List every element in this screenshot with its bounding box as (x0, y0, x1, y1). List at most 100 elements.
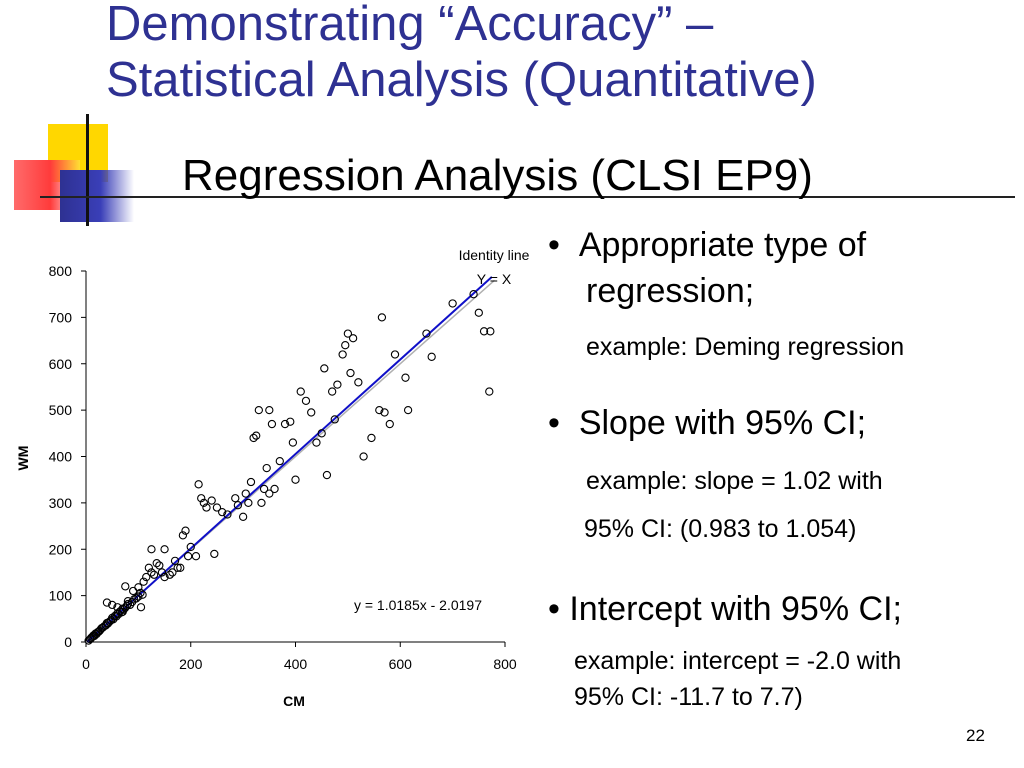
bullet-regression-type: • Appropriate type of regression; (548, 222, 866, 314)
data-point (307, 408, 316, 417)
data-point (427, 352, 436, 361)
y-tick-label: 400 (49, 449, 73, 465)
data-point (210, 549, 219, 559)
data-point (191, 552, 201, 561)
data-point (142, 572, 151, 582)
data-point (144, 563, 153, 572)
data-point (194, 480, 203, 489)
page-number: 22 (966, 726, 985, 745)
y-tick-label: 500 (49, 402, 73, 418)
y-tick-label: 700 (49, 309, 73, 325)
data-point (390, 350, 400, 359)
data-point (380, 408, 389, 417)
bullet-example: 95% CI: (0.983 to 1.054) (584, 515, 857, 543)
data-point (288, 438, 298, 447)
y-tick-label: 300 (49, 495, 73, 511)
data-point (157, 568, 167, 577)
bullet-text: Appropriate type of (578, 226, 867, 264)
bullet-glyph: • (548, 404, 560, 442)
data-point (265, 489, 274, 498)
x-tick-label: 0 (82, 656, 90, 672)
data-point (176, 563, 185, 572)
slide-title: Demonstrating “Accuracy” – Statistical A… (106, 0, 1016, 108)
data-point (233, 501, 243, 510)
x-tick-label: 600 (389, 656, 413, 672)
data-point (474, 308, 483, 317)
data-point (257, 498, 266, 508)
data-point (197, 494, 206, 503)
data-point (181, 526, 190, 535)
data-point (280, 419, 290, 429)
chart-points (84, 290, 495, 645)
data-point (241, 489, 250, 498)
bullet-glyph: • (548, 226, 560, 264)
data-point (322, 470, 332, 480)
data-point (486, 327, 495, 336)
y-tick-label: 800 (49, 263, 73, 279)
data-point (147, 545, 156, 554)
data-point (312, 438, 321, 447)
decor-horizontal-rule (40, 196, 1015, 198)
data-point (385, 419, 394, 429)
data-point (448, 299, 457, 308)
data-point (244, 498, 253, 508)
regression-equation-label: y = 1.0185x - 2.0197 (354, 597, 482, 613)
y-axis-label: WM (15, 446, 31, 471)
bullet-example: example: slope = 1.02 with (586, 467, 883, 495)
regression-line (86, 276, 493, 643)
data-point (320, 364, 329, 373)
x-axis-label: CM (283, 693, 305, 709)
data-point (152, 559, 161, 568)
bullet-example: 95% CI: -11.7 to 7.7) (574, 683, 803, 711)
data-point (341, 341, 350, 350)
data-point (121, 582, 130, 591)
bullet-example: example: intercept = -2.0 with (574, 647, 902, 675)
data-point (223, 510, 232, 519)
y-tick-label: 200 (49, 541, 73, 557)
data-point (367, 433, 376, 443)
data-point (296, 387, 305, 396)
data-point (375, 405, 384, 415)
bullet-text-continued: regression; (586, 272, 755, 310)
data-point (275, 456, 284, 466)
data-point (108, 600, 117, 610)
data-point (485, 387, 494, 396)
regression-scatter-chart: 0 200 400 600 800 0 100 200 300 400 500 600 700 800 C… (15, 247, 530, 709)
x-tick-label: 200 (179, 656, 203, 672)
data-point (138, 590, 147, 599)
data-point (338, 350, 347, 359)
bullet-text: Slope with 95% CI; (578, 404, 867, 442)
data-point (178, 531, 188, 540)
data-point (377, 313, 387, 322)
data-point (202, 503, 211, 512)
data-point (207, 496, 216, 505)
identity-line-label: Identity line (459, 247, 530, 263)
data-point (113, 603, 122, 612)
data-point (128, 586, 138, 596)
data-point (479, 327, 489, 336)
data-point (165, 570, 174, 579)
data-point (102, 598, 112, 607)
data-point (113, 609, 122, 618)
data-point (328, 387, 337, 396)
data-point (270, 484, 279, 494)
data-point (286, 417, 295, 426)
data-point (346, 368, 355, 378)
data-point (147, 568, 156, 577)
data-point (401, 373, 410, 382)
y-tick-label: 100 (49, 588, 73, 604)
bullet-text: Intercept with 95% CI; (569, 590, 902, 628)
data-point (218, 507, 227, 517)
y-tick-label: 0 (64, 634, 72, 650)
data-point (155, 561, 164, 570)
data-point (422, 329, 431, 338)
data-point (267, 419, 277, 429)
data-point (249, 433, 258, 443)
data-point (330, 415, 339, 424)
data-point (354, 378, 363, 387)
data-point (259, 484, 269, 494)
data-point (173, 563, 182, 572)
chart-lines (85, 276, 496, 643)
bullet-glyph: • (548, 590, 560, 628)
x-tick-label: 400 (284, 656, 308, 672)
